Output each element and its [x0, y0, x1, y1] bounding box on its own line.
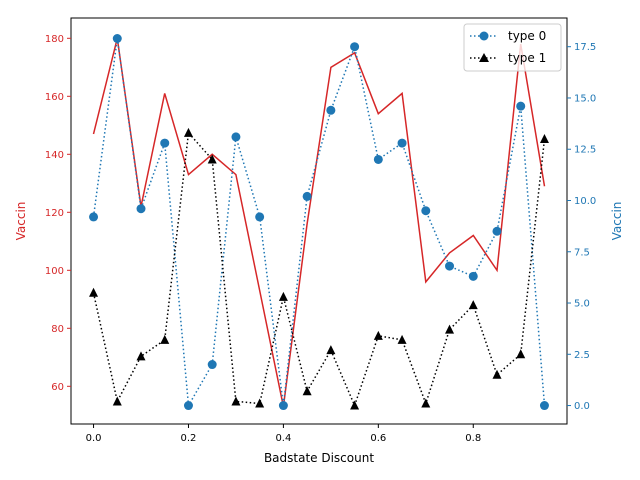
x-tick-label: 0.2	[181, 433, 197, 444]
data-point	[160, 334, 170, 344]
left-tick-label: 160	[45, 92, 64, 103]
data-point	[160, 138, 170, 148]
left-axis-label: Vaccin	[14, 202, 28, 241]
right-tick-label: 17.5	[574, 42, 596, 53]
left-tick-label: 120	[45, 208, 64, 219]
data-point	[539, 133, 549, 143]
series-line	[92, 131, 546, 408]
right-tick-label: 0.0	[574, 401, 590, 412]
data-point	[89, 212, 99, 222]
series-type-1	[89, 127, 549, 410]
x-tick-label: 0.6	[370, 433, 386, 444]
left-tick-label: 60	[51, 382, 64, 393]
data-point	[468, 300, 478, 310]
x-tick-label: 0.8	[465, 433, 481, 444]
data-point	[373, 154, 383, 164]
left-tick-label: 100	[45, 266, 64, 277]
data-point	[136, 204, 146, 214]
data-point	[373, 330, 383, 340]
series-layer	[89, 34, 549, 411]
data-point	[539, 401, 549, 411]
right-tick-label: 5.0	[574, 299, 590, 310]
x-tick-label: 0.0	[86, 433, 102, 444]
data-point	[350, 42, 360, 52]
data-point	[397, 138, 407, 148]
right-tick-label: 7.5	[574, 247, 590, 258]
right-tick-label: 10.0	[574, 196, 596, 207]
data-point	[421, 398, 431, 408]
axes-layer: 0.0 0.2 0.4 0.6 0.8 60 80 100 120 140 160 180 0.0 2.5…	[45, 34, 596, 444]
data-point	[516, 101, 526, 111]
data-point	[231, 396, 241, 406]
left-tick-label: 140	[45, 150, 64, 161]
left-tick-label: 80	[51, 324, 64, 335]
data-point	[492, 226, 502, 236]
data-point	[421, 206, 431, 216]
data-point	[112, 34, 122, 44]
right-tick-label: 12.5	[574, 145, 596, 156]
data-point	[255, 212, 265, 222]
data-point	[278, 401, 288, 411]
legend-type0-label: type 0	[508, 29, 546, 43]
data-point	[445, 324, 455, 334]
plot-frame	[70, 17, 568, 425]
data-point	[302, 191, 312, 201]
series-type-0	[89, 34, 549, 411]
right-axis-label: Vaccin	[610, 202, 624, 241]
data-point	[231, 132, 241, 142]
data-point	[255, 398, 265, 408]
data-point	[136, 351, 146, 361]
legend-type1-label: type 1	[508, 51, 546, 65]
legend-type0-marker	[479, 31, 489, 41]
legend-type1-marker	[479, 53, 489, 62]
left-tick-label: 180	[45, 34, 64, 45]
data-point	[445, 261, 455, 271]
data-point	[516, 349, 526, 359]
right-tick-label: 15.0	[574, 93, 596, 104]
vaccin-series-line	[92, 38, 546, 407]
data-point	[350, 400, 360, 410]
data-point	[326, 105, 336, 115]
data-point	[278, 291, 288, 301]
right-tick-label: 2.5	[574, 350, 590, 361]
data-point	[326, 345, 336, 355]
data-point	[183, 401, 193, 411]
data-point	[183, 127, 193, 137]
data-point	[468, 271, 478, 281]
x-axis-label: Badstate Discount	[264, 451, 374, 465]
data-point	[397, 334, 407, 344]
data-point	[207, 154, 217, 164]
data-point	[207, 360, 217, 370]
data-point	[112, 396, 122, 406]
data-point	[302, 386, 312, 396]
data-point	[89, 287, 99, 297]
legend: type 0 type 1	[463, 23, 562, 72]
x-tick-label: 0.4	[275, 433, 291, 444]
data-point	[492, 369, 502, 379]
